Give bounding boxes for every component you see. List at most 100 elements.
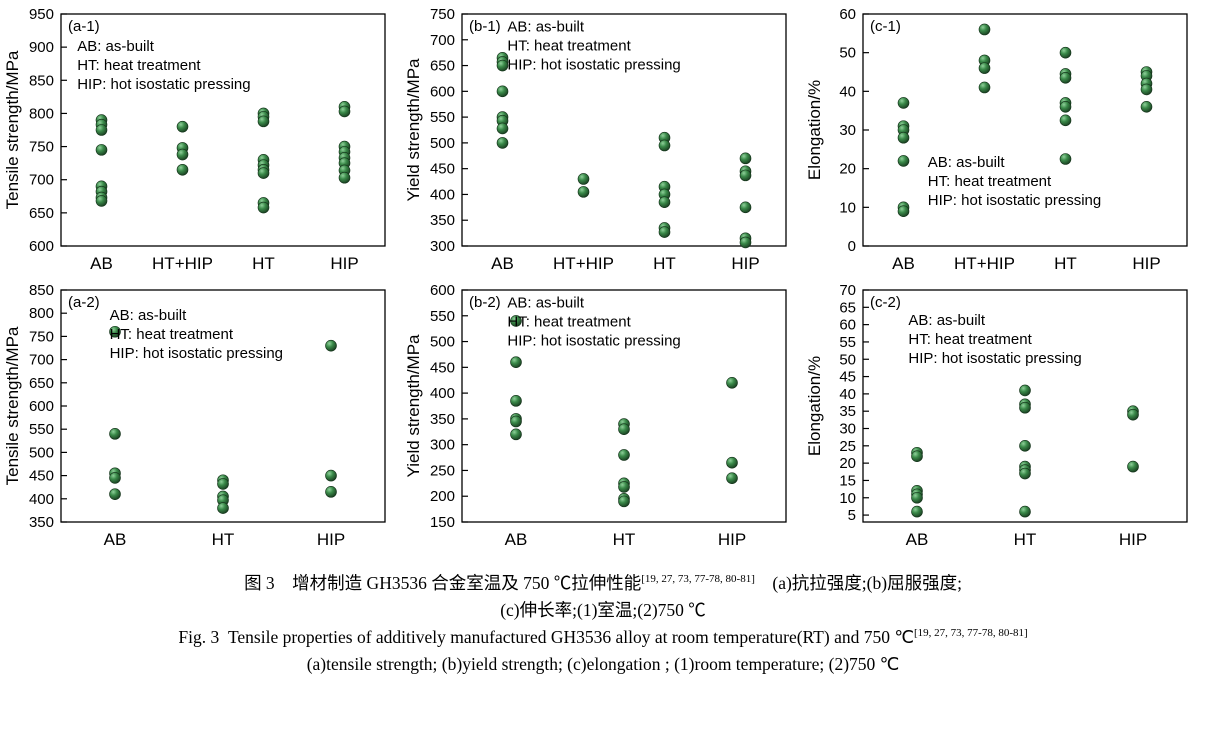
y-axis-title: Yield strength/MPa xyxy=(404,334,423,478)
legend-line: HIP: hot isostatic pressing xyxy=(110,345,283,362)
y-tick-label: 400 xyxy=(430,186,455,203)
legend-line: AB: as-built xyxy=(110,307,188,324)
legend-line: AB: as-built xyxy=(908,312,986,329)
data-point xyxy=(897,131,909,144)
y-axis-title: Yield strength/MPa xyxy=(404,58,423,202)
y-tick-label: 600 xyxy=(430,282,455,299)
y-tick-label: 25 xyxy=(839,438,856,455)
data-point xyxy=(109,472,122,484)
chart-a1: 600 650 700 750 800 850 900 950 Tensile strength… xyxy=(2,4,403,280)
y-tick-label: 350 xyxy=(29,514,54,531)
y-axis-title: Elongation/% xyxy=(805,356,824,456)
y-tick-label: 20 xyxy=(839,455,856,472)
data-point xyxy=(258,167,270,179)
y-tick-label: 30 xyxy=(839,122,856,139)
data-point xyxy=(1018,384,1031,397)
reference-superscript: [19, 27, 73, 77-78, 80-81] xyxy=(641,573,755,586)
data-point xyxy=(1140,83,1152,96)
y-tick-label: 30 xyxy=(839,421,856,438)
data-point xyxy=(897,97,909,109)
y-axis-title: Tensile strength/MPa xyxy=(3,326,22,485)
data-point xyxy=(510,428,522,441)
y-tick-label: 550 xyxy=(29,421,54,438)
chart-b2: 150 200 250 300 350 400 450 500 550 600 Yield stre… xyxy=(403,280,804,556)
data-point xyxy=(1018,467,1031,480)
data-point xyxy=(978,81,990,94)
caption-en-line1: Fig. 3 Tensile properties of additively … xyxy=(0,624,1206,651)
y-tick-label: 950 xyxy=(29,6,54,23)
figure-captions: 图 3 增材制造 GH3536 合金室温及 750 ℃拉伸性能[19, 27, … xyxy=(0,570,1206,679)
y-tick-label: 450 xyxy=(430,161,455,178)
chart-svg-b-2: 150 200 250 300 350 400 450 500 550 600 Yield stre… xyxy=(404,282,787,549)
y-tick-label: 700 xyxy=(29,352,54,369)
data-point xyxy=(109,488,122,500)
legend-line: HT: heat treatment xyxy=(908,331,1032,348)
x-category-label: AB xyxy=(505,530,528,549)
data-point xyxy=(726,472,738,484)
y-tick-label: 35 xyxy=(839,403,856,420)
legend-line: HIP: hot isostatic pressing xyxy=(927,192,1100,209)
y-tick-label: 400 xyxy=(29,491,54,508)
panel-label: (b-2) xyxy=(469,294,501,311)
data-point xyxy=(325,469,338,482)
data-point xyxy=(1059,46,1071,59)
y-tick-label: 850 xyxy=(29,72,54,89)
y-tick-label: 650 xyxy=(29,205,54,222)
data-point xyxy=(1140,101,1152,113)
caption-en-line2: (a)tensile strength; (b)yield strength; … xyxy=(306,654,900,675)
data-point xyxy=(109,428,122,440)
data-point xyxy=(726,377,738,389)
caption-cn-line1: 图 3 增材制造 GH3536 合金室温及 750 ℃拉伸性能[19, 27, … xyxy=(0,570,1206,597)
data-point xyxy=(96,124,108,136)
y-tick-label: 500 xyxy=(430,135,455,152)
plot-frame xyxy=(461,289,787,523)
y-tick-label: 750 xyxy=(430,6,455,23)
legend-line: AB: as-built xyxy=(927,154,1005,171)
data-point xyxy=(978,23,990,36)
y-tick-label: 20 xyxy=(839,161,856,178)
data-point xyxy=(739,152,752,165)
legend-line: HT: heat treatment xyxy=(110,326,234,343)
y-tick-label: 500 xyxy=(29,444,54,461)
x-category-label: HT xyxy=(252,254,275,273)
data-point xyxy=(177,163,189,176)
chart-svg-a-2: 350 400 450 500 550 600 650 700 750 800 850 Tensile… xyxy=(3,282,386,549)
data-point xyxy=(1059,153,1071,165)
y-tick-label: 750 xyxy=(29,139,54,156)
data-point xyxy=(258,115,270,128)
data-point xyxy=(910,491,923,504)
data-point xyxy=(658,226,671,238)
x-category-label: HIP xyxy=(718,530,746,549)
y-tick-label: 0 xyxy=(847,238,855,255)
chart-svg-a-1: 600 650 700 750 800 850 900 950 Tensile strength… xyxy=(3,6,386,273)
data-point xyxy=(258,201,270,214)
legend-line: HIP: hot isostatic pressing xyxy=(507,332,680,349)
data-point xyxy=(726,456,738,469)
legend-line: HT: heat treatment xyxy=(78,57,202,74)
y-tick-label: 600 xyxy=(29,238,54,255)
panel-label: (c-1) xyxy=(870,18,901,35)
x-category-label: HT xyxy=(613,530,636,549)
y-tick-label: 10 xyxy=(839,490,856,507)
data-point xyxy=(1018,440,1031,452)
y-tick-label: 70 xyxy=(839,282,856,299)
data-point xyxy=(510,395,522,407)
data-point xyxy=(910,450,923,463)
y-tick-label: 400 xyxy=(430,385,455,402)
data-point xyxy=(217,478,230,490)
data-point xyxy=(1018,505,1031,518)
y-tick-label: 300 xyxy=(430,238,455,255)
data-point xyxy=(618,495,630,508)
data-point xyxy=(496,59,509,72)
y-tick-label: 65 xyxy=(839,299,856,316)
x-category-label: HIP xyxy=(331,254,359,273)
y-tick-label: 40 xyxy=(839,386,856,403)
data-point xyxy=(739,201,752,214)
data-point xyxy=(1018,401,1031,414)
y-tick-label: 5 xyxy=(847,507,855,524)
data-point xyxy=(510,356,522,368)
data-point xyxy=(96,144,108,156)
x-category-label: HIP xyxy=(1118,530,1146,549)
y-tick-label: 650 xyxy=(29,375,54,392)
data-point xyxy=(496,85,509,98)
